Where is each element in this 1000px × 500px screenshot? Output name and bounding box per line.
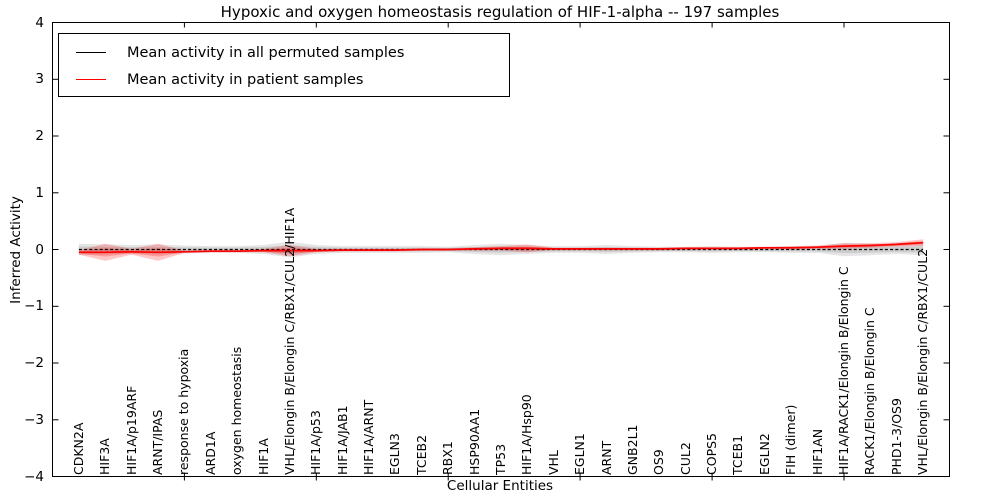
x-tick-label: HSP90AA1 bbox=[466, 408, 482, 475]
x-tick-label: TCEB2 bbox=[413, 434, 429, 475]
y-tick-label: 2 bbox=[35, 128, 44, 144]
x-tick-label: response to hypoxia bbox=[176, 348, 192, 475]
x-tick-label: HIF1AN bbox=[809, 428, 825, 475]
x-tick-label: HIF1A bbox=[255, 437, 271, 475]
legend-entry-permuted: Mean activity in all permuted samples bbox=[59, 39, 509, 66]
x-tick-label: HIF1A/p19ARF bbox=[123, 385, 139, 475]
x-tick-label: oxygen homeostasis bbox=[229, 346, 245, 475]
x-tick-label: CDKN2A bbox=[70, 422, 86, 475]
x-tick-label: ARNT bbox=[598, 440, 614, 475]
x-tick-label: ARD1A bbox=[202, 431, 218, 475]
x-tick-label: PHD1-3/OS9 bbox=[888, 397, 904, 475]
x-tick-label: EGLN3 bbox=[387, 432, 403, 475]
x-tick-label: HIF1A/Hsp90 bbox=[519, 393, 535, 475]
legend: Mean activity in all permuted samples Me… bbox=[58, 33, 510, 97]
x-tick-label: OS9 bbox=[651, 448, 667, 475]
x-tick-label: EGLN2 bbox=[756, 432, 772, 475]
patient-mean-line bbox=[78, 241, 924, 254]
x-tick-label: FIH (dimer) bbox=[783, 404, 799, 475]
y-tick-label: −2 bbox=[24, 355, 44, 371]
x-tick-label: HIF1A/ARNT bbox=[361, 399, 377, 475]
y-tick-label: 4 bbox=[35, 14, 44, 31]
legend-entry-patient: Mean activity in patient samples bbox=[59, 66, 509, 93]
x-tick-label: VHL/Elongin B/Elongin C/RBX1/CUL2/HIF1A bbox=[281, 207, 297, 475]
chart-title: Hypoxic and oxygen homeostasis regulatio… bbox=[220, 3, 780, 21]
x-tick-label: VHL/Elongin B/Elongin C/RBX1/CUL2 bbox=[915, 248, 931, 475]
x-tick-label: GNB2L1 bbox=[624, 424, 640, 475]
x-tick-label: ARNT/IPAS bbox=[150, 409, 166, 475]
x-tick-label: HIF1A/p53 bbox=[308, 409, 324, 475]
x-tick-label: COPS5 bbox=[704, 432, 720, 475]
x-tick-label: TCEB1 bbox=[730, 434, 746, 475]
x-tick-label: CUL2 bbox=[677, 441, 693, 475]
legend-label: Mean activity in patient samples bbox=[127, 71, 364, 88]
x-tick-label: HIF3A bbox=[97, 437, 113, 475]
x-tick-label: TP53 bbox=[493, 443, 508, 475]
y-tick-label: 3 bbox=[35, 71, 44, 88]
x-tick-label: HIF1A/JAB1 bbox=[334, 404, 350, 475]
x-tick-label: VHL bbox=[545, 449, 561, 475]
x-tick-label: RACK1/Elongin B/Elongin C bbox=[862, 306, 878, 475]
y-tick-label: −1 bbox=[24, 298, 44, 315]
permuted-line-swatch bbox=[76, 52, 106, 53]
y-tick-label: 1 bbox=[35, 184, 44, 201]
y-tick-label: 0 bbox=[35, 241, 44, 258]
y-tick-label: −3 bbox=[24, 411, 44, 428]
x-tick-label: EGLN1 bbox=[572, 432, 588, 475]
x-tick-label: RBX1 bbox=[440, 440, 456, 475]
legend-label: Mean activity in all permuted samples bbox=[127, 44, 405, 61]
patient-line-swatch bbox=[76, 79, 106, 80]
x-axis-label: Cellular Entities bbox=[446, 478, 554, 494]
x-tick-label: HIF1A/RACK1/Elongin B/Elongin C bbox=[835, 265, 851, 475]
y-tick-label: −4 bbox=[24, 468, 44, 485]
